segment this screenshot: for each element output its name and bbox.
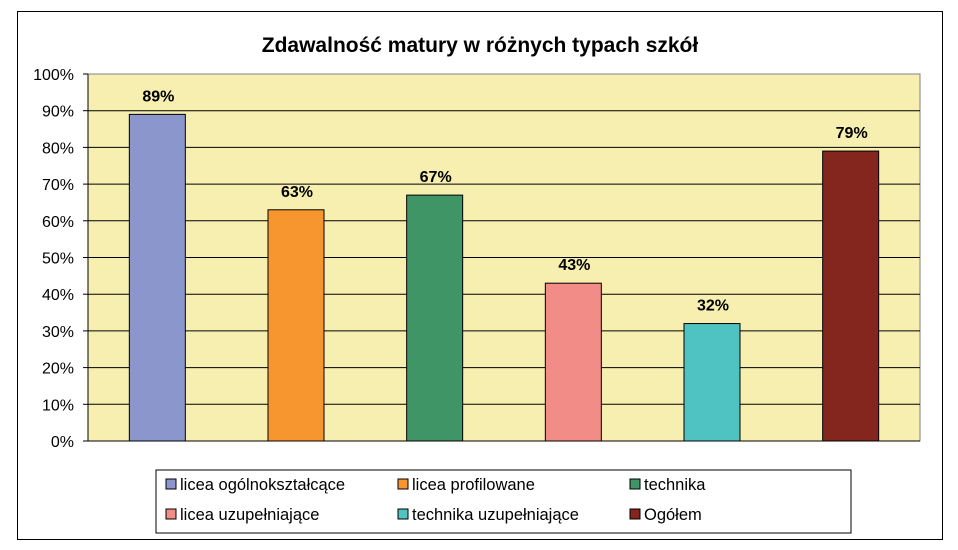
legend-swatch bbox=[165, 478, 177, 490]
data-label: 79% bbox=[836, 125, 868, 142]
data-label: 43% bbox=[558, 257, 590, 274]
y-tick-label: 80% bbox=[42, 140, 74, 157]
data-label: 67% bbox=[420, 169, 452, 186]
legend-label: licea ogólnokształcące bbox=[180, 476, 345, 494]
data-label: 89% bbox=[142, 88, 174, 105]
legend-swatch bbox=[629, 478, 641, 490]
y-tick-label: 20% bbox=[42, 361, 74, 378]
legend: licea ogólnokształcące licea profilowane t… bbox=[155, 469, 852, 534]
data-label: 32% bbox=[697, 298, 729, 315]
y-tick-label: 70% bbox=[42, 177, 74, 194]
data-label: 63% bbox=[281, 184, 313, 201]
data-labels: 89% 63% 67% 43% 32% 79% bbox=[142, 88, 867, 314]
y-tick-label: 30% bbox=[42, 324, 74, 341]
bar bbox=[128, 113, 186, 442]
legend-box bbox=[155, 469, 852, 534]
y-tick-label: 100% bbox=[33, 67, 74, 84]
legend-swatch bbox=[629, 508, 641, 520]
legend-label: Ogółem bbox=[644, 506, 702, 524]
y-tick-label: 40% bbox=[42, 287, 74, 304]
y-tick-label: 90% bbox=[42, 104, 74, 121]
legend-label: licea uzupełniające bbox=[180, 506, 319, 524]
legend-label: technika uzupełniające bbox=[412, 506, 579, 524]
y-axis: 0% 10% 20% 30% 40% 50% 60% 70% 80% 90% 100% bbox=[33, 67, 920, 451]
y-tick-label: 0% bbox=[51, 434, 74, 451]
legend-swatch bbox=[397, 478, 409, 490]
y-tick-label: 60% bbox=[42, 214, 74, 231]
legend-swatch bbox=[397, 508, 409, 520]
bar bbox=[683, 323, 741, 442]
y-tick-label: 50% bbox=[42, 251, 74, 268]
legend-label: licea profilowane bbox=[412, 476, 535, 494]
bars bbox=[128, 113, 880, 442]
y-tick-label: 10% bbox=[42, 397, 74, 414]
bar bbox=[822, 150, 880, 442]
legend-label: technika bbox=[644, 476, 706, 494]
bar bbox=[544, 282, 602, 442]
legend-swatch bbox=[165, 508, 177, 520]
gridlines bbox=[88, 110, 920, 405]
bar bbox=[406, 194, 464, 442]
bar bbox=[267, 209, 325, 442]
chart-title: Zdawalność matury w różnych typach szkół bbox=[262, 34, 699, 57]
